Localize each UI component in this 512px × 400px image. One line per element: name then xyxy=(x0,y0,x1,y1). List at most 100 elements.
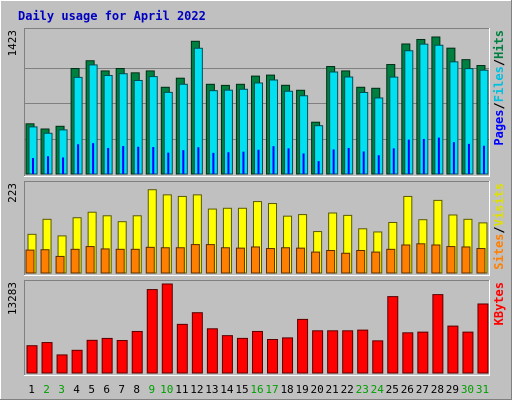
bar-sites-29 xyxy=(446,246,456,274)
bar-sites-14 xyxy=(220,247,230,274)
panel-hits-max-label: 1423 xyxy=(6,30,19,57)
x-tick-label-2: 2 xyxy=(43,383,50,396)
bar-sites-7 xyxy=(115,248,125,274)
bar-kbytes-16 xyxy=(251,330,263,374)
x-tick-label-27: 27 xyxy=(416,383,429,396)
bar-pages-17 xyxy=(272,146,275,174)
x-tick-label-30: 30 xyxy=(461,383,474,396)
bar-pages-24 xyxy=(377,155,380,174)
x-tick-label-5: 5 xyxy=(88,383,95,396)
bar-kbytes-10 xyxy=(161,283,173,374)
panel-hits-legend: Pages/Files/Hits xyxy=(492,30,506,146)
bar-sites-8 xyxy=(130,248,140,274)
bar-sites-25 xyxy=(386,248,396,274)
bar-pages-31 xyxy=(482,145,485,174)
legend-pages: Pages xyxy=(492,110,506,146)
x-tick-label-25: 25 xyxy=(386,383,399,396)
x-tick-label-31: 31 xyxy=(476,383,489,396)
bar-sites-17 xyxy=(266,248,276,274)
bar-kbytes-1 xyxy=(26,345,38,374)
panel-visits-max-label: 223 xyxy=(6,183,19,203)
bar-kbytes-9 xyxy=(146,289,158,374)
bar-sites-12 xyxy=(190,244,200,274)
legend-sites: Sites xyxy=(492,234,506,270)
bar-kbytes-20 xyxy=(312,330,324,374)
bar-sites-27 xyxy=(416,243,426,274)
bar-sites-20 xyxy=(311,251,321,274)
bar-pages-1 xyxy=(32,158,34,174)
chart-panels: 1423Pages/Files/Hits223Sites/Visits13283… xyxy=(6,28,506,376)
bar-pages-9 xyxy=(152,147,155,174)
bar-kbytes-8 xyxy=(131,330,143,374)
x-tick-label-8: 8 xyxy=(133,383,140,396)
bar-kbytes-24 xyxy=(372,340,384,374)
bar-pages-16 xyxy=(257,149,260,174)
bar-kbytes-19 xyxy=(297,318,309,374)
bar-kbytes-17 xyxy=(267,338,279,374)
bar-pages-26 xyxy=(407,139,410,174)
bar-kbytes-28 xyxy=(432,294,444,374)
x-tick-label-4: 4 xyxy=(73,383,80,396)
bar-pages-20 xyxy=(317,161,320,174)
bar-pages-27 xyxy=(422,138,425,174)
x-tick-label-16: 16 xyxy=(250,383,263,396)
panel-visits-legend: Sites/Visits xyxy=(492,183,506,270)
panel-visits: 223 Sites/Visits xyxy=(6,181,506,276)
bar-sites-18 xyxy=(281,247,291,274)
bar-pages-10 xyxy=(167,152,170,174)
bar-kbytes-31 xyxy=(477,303,489,374)
bar-pages-2 xyxy=(47,156,50,174)
bar-sites-16 xyxy=(250,246,260,274)
bar-pages-12 xyxy=(197,147,200,174)
bar-pages-5 xyxy=(92,143,95,174)
x-axis-labels: 1 2 3 4 5 6 7 8 9 10 11 12 13 14 15 16 17 18 19 20 21 22 23 24 2… xyxy=(28,383,489,396)
bar-sites-22 xyxy=(341,252,351,274)
bar-sites-28 xyxy=(431,244,441,274)
x-tick-label-14: 14 xyxy=(220,383,234,396)
bar-pages-29 xyxy=(452,142,455,174)
panel-hits: 1423 Pages/Files/Hits xyxy=(6,28,506,177)
bar-kbytes-30 xyxy=(462,331,474,374)
bar-sites-13 xyxy=(205,244,215,274)
bar-pages-25 xyxy=(392,148,395,174)
bar-sites-5 xyxy=(85,246,95,274)
x-tick-label-3: 3 xyxy=(58,383,65,396)
bar-pages-23 xyxy=(362,151,365,174)
bar-kbytes-5 xyxy=(86,339,98,374)
x-tick-label-15: 15 xyxy=(235,383,248,396)
x-tick-label-13: 13 xyxy=(205,383,218,396)
bar-pages-19 xyxy=(302,153,305,174)
bar-sites-15 xyxy=(235,247,245,274)
x-tick-label-11: 11 xyxy=(175,383,188,396)
bar-kbytes-18 xyxy=(282,337,294,374)
x-tick-label-20: 20 xyxy=(311,383,324,396)
panel-kbytes-max-label: 13283 xyxy=(6,282,19,315)
bar-sites-26 xyxy=(401,244,411,274)
bar-sites-19 xyxy=(296,247,306,274)
bar-pages-30 xyxy=(467,143,470,174)
panel-kbytes-legend: KBytes xyxy=(492,282,506,325)
bar-sites-21 xyxy=(326,250,336,274)
bar-sites-30 xyxy=(461,246,471,274)
legend-separator: / xyxy=(492,102,506,109)
bar-sites-23 xyxy=(356,250,366,274)
x-tick-label-29: 29 xyxy=(446,383,459,396)
bar-sites-31 xyxy=(476,248,486,274)
legend-visits: Visits xyxy=(492,183,506,226)
x-tick-label-7: 7 xyxy=(118,383,125,396)
bar-pages-21 xyxy=(332,149,335,174)
legend-kbytes: KBytes xyxy=(492,282,506,325)
bar-pages-6 xyxy=(107,147,110,174)
bar-sites-11 xyxy=(175,247,185,274)
legend-files: Files xyxy=(492,66,506,102)
bar-pages-7 xyxy=(122,146,125,174)
bar-pages-18 xyxy=(287,148,290,174)
x-tick-label-21: 21 xyxy=(326,383,339,396)
x-tick-label-6: 6 xyxy=(103,383,110,396)
x-tick-label-22: 22 xyxy=(341,383,354,396)
bar-kbytes-27 xyxy=(417,331,429,374)
bar-sites-3 xyxy=(55,255,65,274)
x-tick-label-18: 18 xyxy=(280,383,293,396)
bar-sites-2 xyxy=(40,249,50,274)
